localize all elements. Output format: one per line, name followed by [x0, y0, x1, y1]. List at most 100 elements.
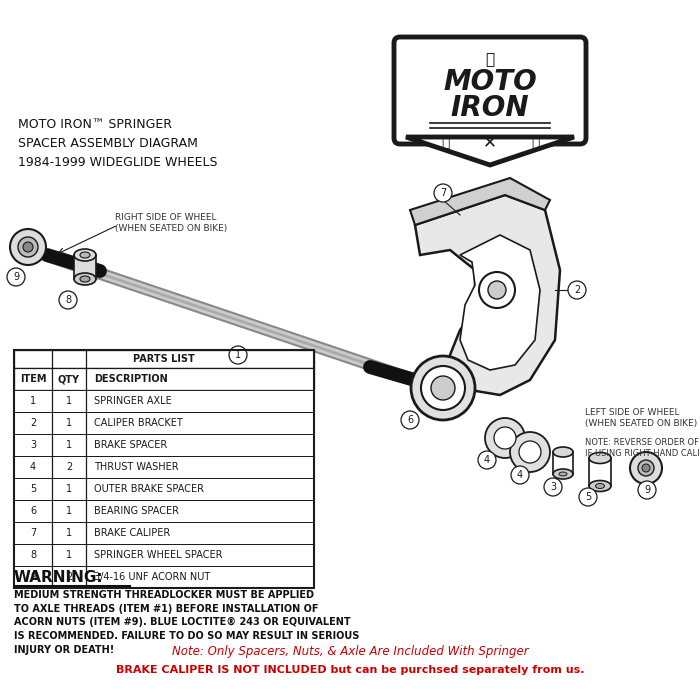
Text: RIGHT SIDE OF WHEEL
(WHEN SEATED ON BIKE): RIGHT SIDE OF WHEEL (WHEN SEATED ON BIKE… [115, 213, 228, 233]
Text: BEARING SPACER: BEARING SPACER [94, 506, 179, 516]
Circle shape [519, 441, 541, 463]
Ellipse shape [589, 452, 611, 463]
FancyBboxPatch shape [14, 390, 314, 412]
Text: 9: 9 [13, 272, 19, 282]
Text: 4: 4 [30, 462, 36, 472]
Text: 3/4-16 UNF ACORN NUT: 3/4-16 UNF ACORN NUT [94, 572, 210, 582]
FancyBboxPatch shape [14, 368, 314, 390]
FancyBboxPatch shape [394, 37, 586, 144]
Text: 5: 5 [30, 484, 36, 494]
FancyBboxPatch shape [74, 255, 96, 279]
FancyBboxPatch shape [14, 412, 314, 434]
Circle shape [642, 464, 650, 472]
Text: IRON: IRON [451, 94, 529, 122]
Text: 7: 7 [440, 188, 446, 198]
Text: CALIPER BRACKET: CALIPER BRACKET [94, 418, 183, 428]
Text: WARNING:: WARNING: [14, 570, 104, 585]
Ellipse shape [74, 249, 96, 261]
Circle shape [401, 411, 419, 429]
Text: 1: 1 [66, 484, 72, 494]
Text: SPRINGER AXLE: SPRINGER AXLE [94, 396, 172, 406]
Circle shape [23, 242, 33, 252]
Ellipse shape [80, 276, 90, 282]
Circle shape [421, 366, 465, 410]
Text: BRAKE SPACER: BRAKE SPACER [94, 440, 167, 450]
Text: 〈: 〈 [531, 135, 539, 149]
Circle shape [488, 281, 506, 299]
Polygon shape [460, 235, 540, 370]
Text: BRAKE CALIPER: BRAKE CALIPER [94, 528, 170, 538]
Text: 2: 2 [66, 572, 72, 582]
Ellipse shape [589, 480, 611, 491]
Text: THRUST WASHER: THRUST WASHER [94, 462, 178, 472]
Text: 8: 8 [65, 295, 71, 305]
Text: NOTE: REVERSE ORDER OF ASSEMBLY
IF USING RIGHT HAND CALIPER: NOTE: REVERSE ORDER OF ASSEMBLY IF USING… [585, 438, 700, 458]
Text: MOTO IRON™ SPRINGER
SPACER ASSEMBLY DIAGRAM
1984-1999 WIDEGLIDE WHEELS: MOTO IRON™ SPRINGER SPACER ASSEMBLY DIAG… [18, 118, 218, 169]
Ellipse shape [559, 472, 567, 476]
Text: 4: 4 [484, 455, 490, 465]
Circle shape [510, 432, 550, 472]
Text: ITEM: ITEM [20, 374, 46, 384]
Ellipse shape [80, 252, 90, 258]
Text: ✕: ✕ [483, 133, 497, 151]
Ellipse shape [74, 273, 96, 285]
Text: 8: 8 [30, 550, 36, 560]
Text: 6: 6 [30, 506, 36, 516]
Text: MEDIUM STRENGTH THREADLOCKER MUST BE APPLIED
TO AXLE THREADS (ITEM #1) BEFORE IN: MEDIUM STRENGTH THREADLOCKER MUST BE APP… [14, 590, 359, 655]
Circle shape [511, 466, 529, 484]
Circle shape [638, 481, 656, 499]
Text: 3: 3 [30, 440, 36, 450]
Circle shape [434, 184, 452, 202]
FancyBboxPatch shape [14, 434, 314, 456]
Text: SPRINGER WHEEL SPACER: SPRINGER WHEEL SPACER [94, 550, 223, 560]
Text: 1: 1 [66, 418, 72, 428]
Text: MOTO: MOTO [443, 68, 537, 96]
Text: 6: 6 [407, 415, 413, 425]
Circle shape [7, 268, 25, 286]
Circle shape [494, 427, 516, 449]
Circle shape [485, 418, 525, 458]
Text: 1: 1 [235, 350, 241, 360]
Text: QTY: QTY [58, 374, 80, 384]
Ellipse shape [596, 484, 605, 489]
Circle shape [59, 291, 77, 309]
Circle shape [630, 452, 662, 484]
Polygon shape [415, 195, 560, 395]
Text: OUTER BRAKE SPACER: OUTER BRAKE SPACER [94, 484, 204, 494]
Text: 9: 9 [644, 485, 650, 495]
Circle shape [544, 478, 562, 496]
FancyBboxPatch shape [14, 478, 314, 500]
Circle shape [579, 488, 597, 506]
FancyBboxPatch shape [14, 500, 314, 522]
Circle shape [10, 229, 46, 265]
FancyBboxPatch shape [14, 566, 314, 588]
Text: 1: 1 [66, 550, 72, 560]
Text: 🔨: 🔨 [485, 52, 495, 67]
Ellipse shape [553, 469, 573, 479]
FancyBboxPatch shape [14, 350, 314, 368]
Circle shape [478, 451, 496, 469]
Text: BRAKE CALIPER IS NOT INCLUDED but can be purchsed separately from us.: BRAKE CALIPER IS NOT INCLUDED but can be… [116, 665, 584, 675]
Text: 1: 1 [30, 396, 36, 406]
FancyBboxPatch shape [14, 456, 314, 478]
Polygon shape [410, 178, 550, 225]
Text: DESCRIPTION: DESCRIPTION [94, 374, 168, 384]
Text: 1: 1 [66, 396, 72, 406]
Text: 〉: 〉 [441, 135, 449, 149]
Circle shape [479, 272, 515, 308]
Text: LEFT SIDE OF WHEEL
(WHEN SEATED ON BIKE): LEFT SIDE OF WHEEL (WHEN SEATED ON BIKE) [585, 408, 697, 428]
Text: 4: 4 [517, 470, 523, 480]
Circle shape [229, 346, 247, 364]
FancyBboxPatch shape [14, 522, 314, 544]
Circle shape [411, 356, 475, 420]
Text: 2: 2 [30, 418, 36, 428]
Text: 1: 1 [66, 440, 72, 450]
Circle shape [638, 460, 654, 476]
Circle shape [18, 237, 38, 257]
Polygon shape [406, 137, 574, 165]
Ellipse shape [553, 447, 573, 457]
Text: PARTS LIST: PARTS LIST [133, 354, 195, 364]
Text: 1: 1 [66, 506, 72, 516]
Circle shape [431, 376, 455, 400]
Text: Note: Only Spacers, Nuts, & Axle Are Included With Springer: Note: Only Spacers, Nuts, & Axle Are Inc… [172, 645, 528, 658]
